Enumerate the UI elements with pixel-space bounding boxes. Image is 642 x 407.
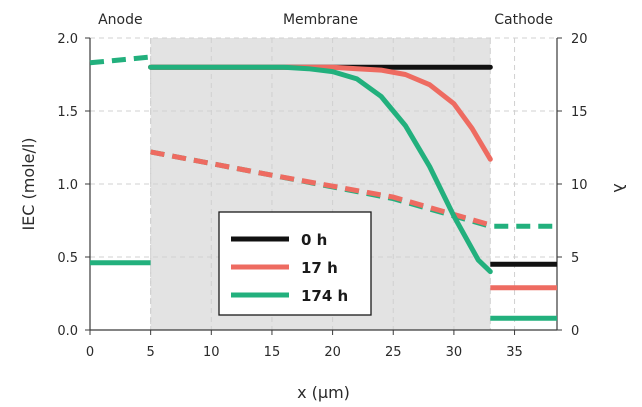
legend: 0 h 17 h 174 h <box>218 211 372 316</box>
x-tick-label: 20 <box>324 345 341 360</box>
y-left-tick-label: 0.0 <box>57 324 78 339</box>
iec-line-174h <box>148 64 493 275</box>
region-label-anode: Anode <box>98 12 143 28</box>
iec-line-17h <box>148 64 493 162</box>
x-tick-label: 0 <box>86 345 94 360</box>
region-label-cathode: Cathode <box>494 12 553 28</box>
y-axis-left-label: IEC (mole/l) <box>19 137 38 230</box>
series-layer <box>89 54 557 321</box>
y-right-tick-label: 10 <box>571 178 588 193</box>
x-tick-label: 35 <box>506 345 523 360</box>
y-left-tick-label: 0.5 <box>57 251 78 266</box>
x-tick-label: 15 <box>264 345 281 360</box>
y-right-tick-label: 15 <box>571 105 588 120</box>
y-left-tick-label: 1.0 <box>57 178 78 193</box>
y-right-tick-label: 5 <box>571 251 579 266</box>
axes <box>85 37 562 335</box>
y-right-tick-label: 0 <box>571 324 579 339</box>
y-left-tick-label: 2.0 <box>57 32 78 47</box>
x-tick-label: 30 <box>446 345 463 360</box>
x-tick-label: 5 <box>147 345 155 360</box>
x-tick-label: 25 <box>385 345 402 360</box>
legend-label-174h: 174 h <box>301 287 348 305</box>
y-right-tick-label: 20 <box>571 32 588 47</box>
water-content-dashed-line <box>150 149 491 228</box>
water-content-dashed-line <box>89 54 151 66</box>
y-left-tick-label: 1.5 <box>57 105 78 120</box>
x-axis-label: x (μm) <box>297 383 350 402</box>
y-axis-right-label: λ <box>610 183 629 192</box>
x-tick-label: 10 <box>203 345 220 360</box>
legend-label-17h: 17 h <box>301 259 338 277</box>
region-label-membrane: Membrane <box>283 12 358 28</box>
legend-box <box>218 211 372 316</box>
legend-label-0h: 0 h <box>301 231 327 249</box>
text-layer: 0 5 10 15 20 25 30 35 0.0 0.5 1.0 1.5 2.0 0 5 10 15 20 Ano… <box>19 12 629 402</box>
